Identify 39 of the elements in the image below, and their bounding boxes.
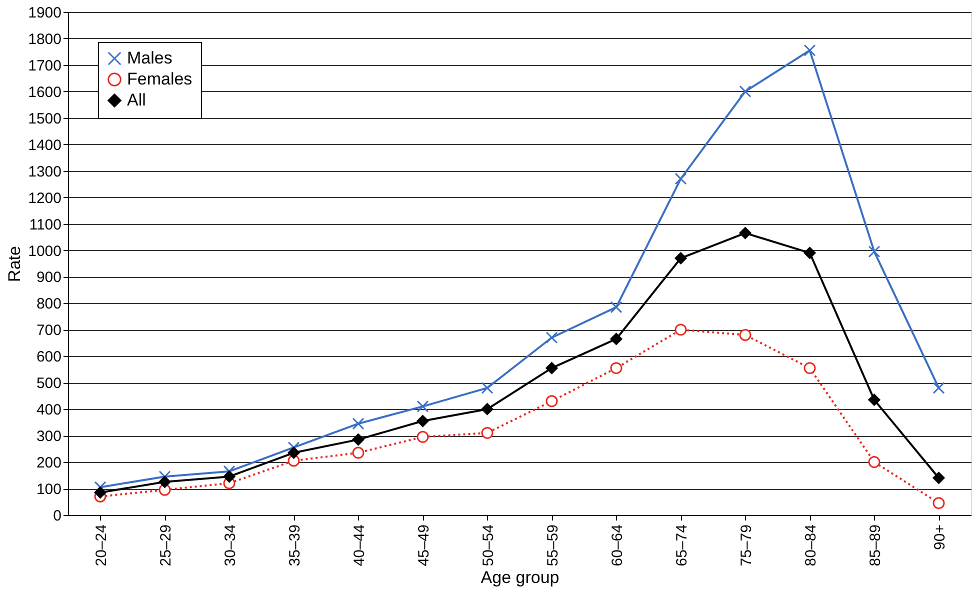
- y-axis-title: Rate: [5, 246, 24, 282]
- x-tick-label: 20–24: [92, 524, 110, 566]
- y-tick-label: 1200: [28, 190, 62, 207]
- y-tick-label: 0: [53, 508, 62, 524]
- y-tick-label: 1000: [28, 242, 62, 260]
- x-tick-label: 75–79: [738, 524, 755, 566]
- y-tick-label: 700: [36, 322, 62, 340]
- x-tick-label: 25–29: [157, 524, 174, 566]
- y-tick-label: 1600: [28, 84, 62, 101]
- y-tick-label: 500: [36, 375, 62, 392]
- y-tick-label: 1400: [28, 136, 62, 154]
- legend-label: All: [127, 90, 146, 110]
- x-tick-label: 60–64: [608, 524, 626, 566]
- x-tick-label: 90+: [931, 524, 948, 550]
- y-tick-label: 400: [36, 402, 62, 419]
- x-axis-title: Age group: [480, 568, 560, 588]
- x-tick-label: 40–44: [350, 524, 368, 566]
- y-tick-label: 1300: [28, 163, 62, 180]
- y-tick-label: 600: [36, 348, 62, 366]
- legend-label: Males: [127, 48, 172, 68]
- y-tick-label: 1700: [28, 57, 62, 74]
- y-tick-label: 1500: [28, 110, 62, 128]
- x-tick-label: 30–34: [222, 524, 239, 566]
- x-tick-label: 55–59: [544, 524, 562, 566]
- y-tick-label: 200: [36, 454, 62, 472]
- legend-label: Females: [127, 70, 192, 88]
- y-tick-label: 800: [36, 296, 62, 313]
- x-tick-label: 45–49: [415, 524, 432, 566]
- x-tick-label: 65–74: [673, 524, 690, 566]
- y-tick-label: 900: [36, 269, 62, 286]
- y-tick-label: 1800: [28, 30, 62, 48]
- x-tick-label: 80–84: [802, 524, 820, 566]
- x-tick-label: 85–89: [866, 524, 884, 566]
- x-tick-label: 35–39: [286, 524, 304, 566]
- y-tick-label: 1100: [29, 216, 62, 234]
- x-tick-label: 50–54: [480, 524, 497, 566]
- y-tick-label: 100: [36, 481, 62, 498]
- y-tick-label: 300: [36, 428, 62, 446]
- y-tick-label: 1900: [28, 4, 62, 22]
